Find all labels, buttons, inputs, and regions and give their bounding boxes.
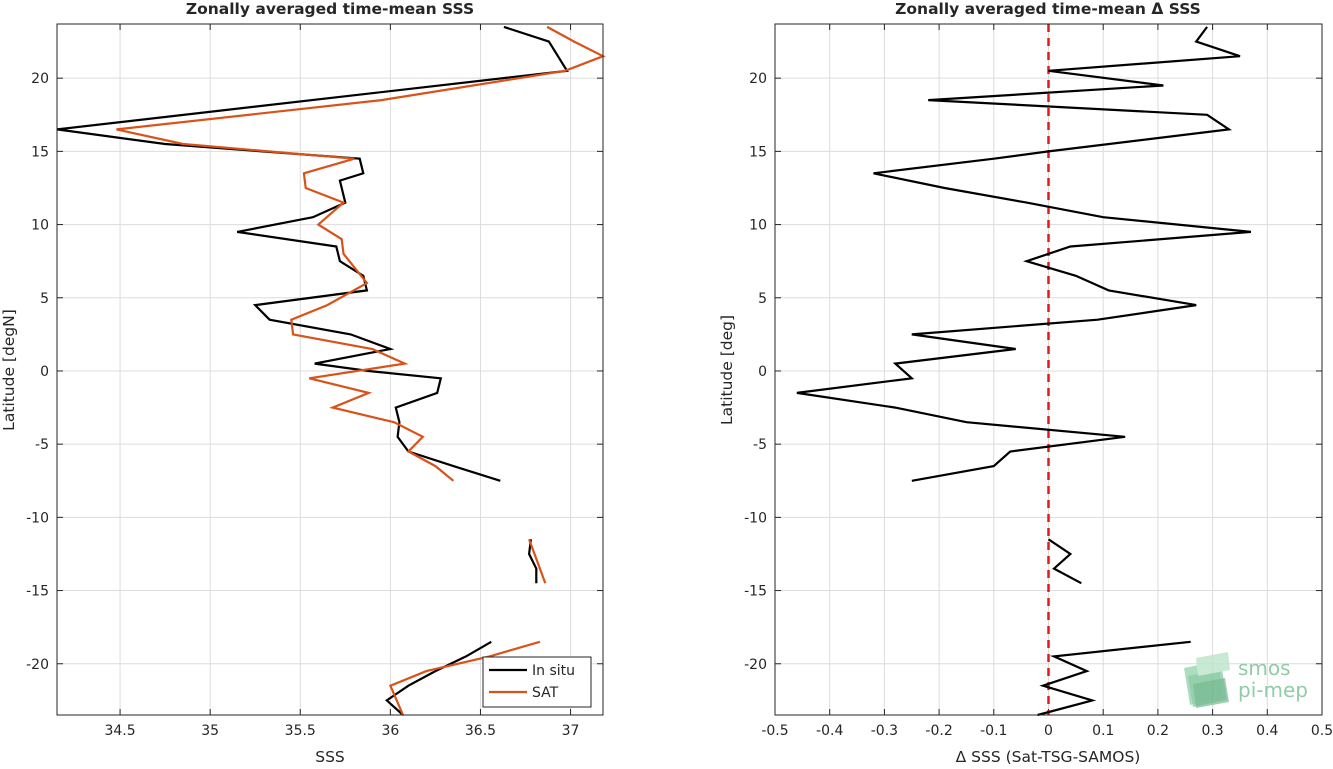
left-ytick-label: -20 [26,657,49,673]
legend-label-sat: SAT [532,685,559,701]
left-series-sat-line [116,25,606,482]
right-xtick-label: -0.4 [816,723,843,739]
logo-text-line2: pi-mep [1238,678,1308,702]
left-xtick-label: 36.5 [465,723,496,739]
right-chart-panel: Zonally averaged time-mean Δ SSS Δ SSS (… [718,0,1333,766]
right-xtick-label: -0.1 [980,723,1007,739]
right-series-delta-sss-line [1037,640,1191,717]
left-xtick-label: 35 [201,723,219,739]
left-ytick-label: 0 [40,364,49,380]
right-xtick-label: 0.3 [1201,723,1223,739]
right-chart-ylabel: Latitude [deg] [718,315,736,425]
right-ytick-label: 5 [758,291,767,307]
left-axes-box [56,23,604,716]
logo-emblem-icon [1184,652,1230,708]
left-series-in-situ-line [385,640,492,716]
left-ytick-label: 15 [31,144,49,160]
left-xtick-label: 34.5 [104,723,135,739]
right-ytick-label: 15 [749,144,767,160]
left-ytick-label: 5 [40,291,49,307]
left-series-in-situ-line [527,539,538,584]
legend-box [482,656,592,708]
legend-label-in-situ: In situ [532,663,575,679]
right-xtick-label: -0.5 [761,723,788,739]
right-ytick-label: -5 [753,437,767,453]
left-chart-xlabel: SSS [315,748,345,765]
right-xtick-label: 0.4 [1256,723,1278,739]
right-xtick-label: 0.2 [1147,723,1169,739]
left-chart-title: Zonally averaged time-mean SSS [186,0,474,18]
right-ytick-label: -20 [744,657,767,673]
right-xtick-label: 0 [1044,723,1053,739]
right-chart-xlabel: Δ SSS (Sat-TSG-SAMOS) [956,748,1141,765]
smos-pi-mep-logo: smos pi-mep [1184,652,1308,708]
chart-legend: In situ SAT [482,656,592,708]
left-ytick-label: -5 [35,437,49,453]
left-xtick-label: 35.5 [285,723,316,739]
right-xtick-label: -0.3 [871,723,898,739]
left-ytick-label: 10 [31,218,49,234]
left-series-sat-line [528,538,547,584]
left-ytick-label: -10 [26,510,49,526]
right-xtick-label: 0.5 [1311,723,1333,739]
left-series-sat-line [388,640,541,716]
right-series-delta-sss-line [796,26,1252,482]
left-xtick-label: 36 [381,723,399,739]
left-grid [57,24,603,715]
right-ytick-label: 0 [758,364,767,380]
left-ytick-label: 20 [31,71,49,87]
left-series-in-situ-line [56,25,569,482]
right-ytick-label: 20 [749,71,767,87]
right-ytick-label: -15 [744,584,767,600]
logo-text-line1: smos [1238,656,1291,680]
right-ytick-label: 10 [749,218,767,234]
right-series-delta-sss-line [1047,538,1082,585]
right-axes-box [774,23,1323,716]
right-xtick-label: -0.2 [925,723,952,739]
left-ytick-label: -15 [26,584,49,600]
right-ytick-label: -10 [744,510,767,526]
left-xtick-label: 37 [562,723,580,739]
left-chart-ylabel: Latitude [degN] [0,309,18,431]
right-xtick-label: 0.1 [1092,723,1114,739]
left-chart-panel: Zonally averaged time-mean SSS SSS Latit… [0,0,606,766]
right-chart-title: Zonally averaged time-mean Δ SSS [895,0,1201,18]
